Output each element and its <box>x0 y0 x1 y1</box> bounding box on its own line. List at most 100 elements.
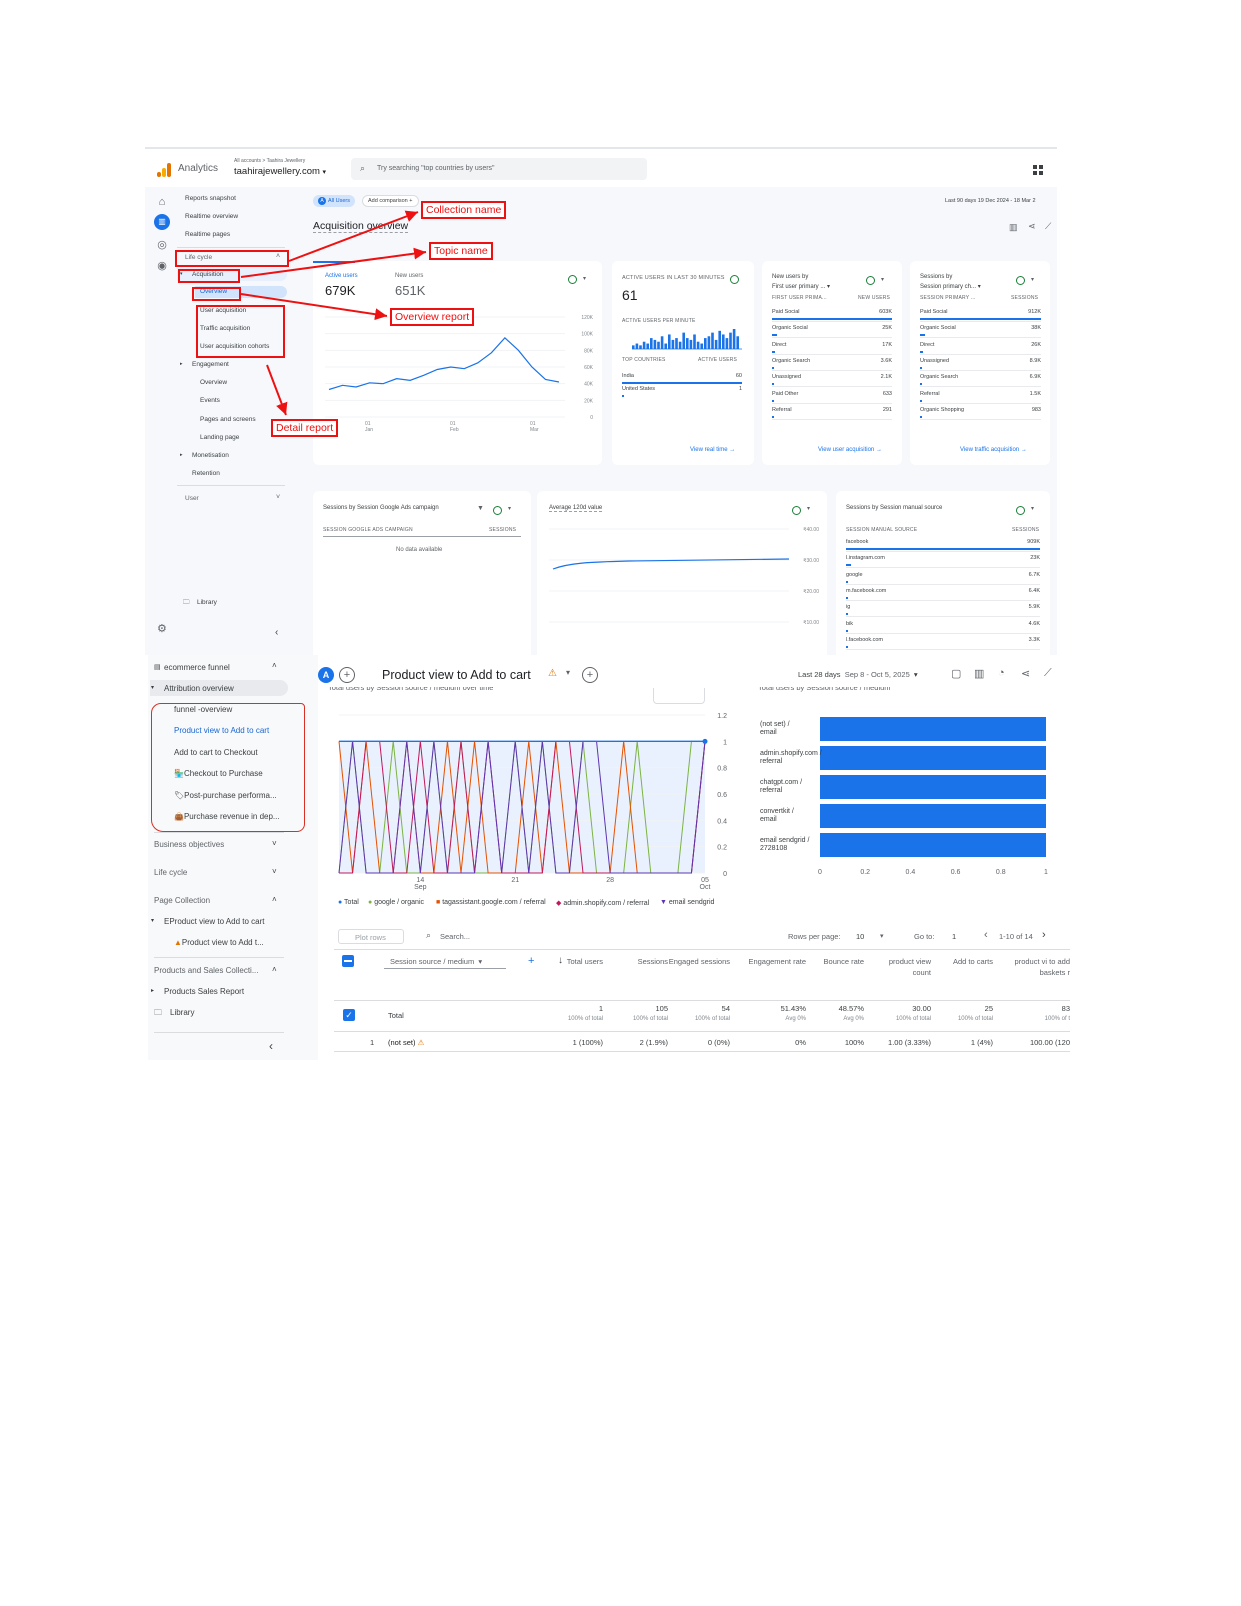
sessions-card-title-2[interactable]: Session primary ch... ▾ <box>920 284 981 290</box>
nav-reports-snapshot[interactable]: Reports snapshot <box>185 195 236 202</box>
add-icon[interactable]: + <box>582 667 598 683</box>
row-dimension-link[interactable]: (not set) ⚠ <box>388 1038 424 1047</box>
reports-icon[interactable]: ▥ <box>154 214 170 230</box>
warning-icon[interactable]: ⚠ <box>548 668 557 679</box>
total-row-checkbox[interactable]: ✓ <box>343 1009 355 1021</box>
legend-item[interactable]: ▼ email sendgrid <box>660 899 714 906</box>
customize-icon[interactable]: ▥ <box>974 668 985 680</box>
nav-traffic-acquisition[interactable]: Traffic acquisition <box>200 325 251 332</box>
next-page-icon[interactable]: › <box>1042 929 1046 941</box>
nav-products-collection[interactable]: Products and Sales Collecti... <box>154 966 259 975</box>
nav-retention[interactable]: Retention <box>192 470 220 477</box>
save-report-icon[interactable]: ▢ <box>951 668 962 680</box>
view-traffic-acquisition-link[interactable]: View traffic acquisition → <box>960 447 1027 453</box>
data-quality-check-icon[interactable] <box>866 276 875 285</box>
ads-card-title[interactable]: Sessions by Session Google Ads campaign <box>323 505 439 511</box>
new-users-card-title-2[interactable]: First user primary ... ▾ <box>772 284 831 290</box>
rows-per-page-select[interactable]: 10 <box>856 932 865 941</box>
date-range-picker[interactable]: Last 28 days Sep 8 - Oct 5, 2025 ▾ <box>798 670 918 679</box>
share-icon[interactable]: ⋖ <box>1021 668 1031 680</box>
chevron-down-icon[interactable]: ˅ <box>272 867 277 876</box>
nav-business-objectives[interactable]: Business objectives <box>154 840 225 849</box>
chevron-up-icon[interactable]: ˄ <box>272 661 277 670</box>
nav-engagement-overview[interactable]: Overview <box>200 379 228 386</box>
nav-acquisition[interactable]: Acquisition <box>192 271 224 278</box>
legend-item[interactable]: ■ tagassistant.google.com / referral <box>436 899 546 906</box>
nav-attribution-overview[interactable]: Attribution overview <box>164 684 234 693</box>
chevron-down-icon[interactable]: ▾ <box>583 276 587 282</box>
nav-attribution-row[interactable] <box>150 680 288 696</box>
chart-type-selector[interactable] <box>653 688 705 704</box>
data-quality-check-icon[interactable] <box>730 275 739 284</box>
funnel-item[interactable]: Product view to Add to cart <box>174 726 270 736</box>
data-quality-check-icon[interactable] <box>493 506 502 515</box>
nav-events[interactable]: Events <box>200 397 220 404</box>
funnel-item[interactable]: 👜Purchase revenue in dep... <box>174 812 280 821</box>
compare-icon[interactable]: ◔ <box>998 667 1005 679</box>
search-input[interactable]: ⌕ Try searching "top countries by users" <box>351 158 647 180</box>
funnel-item[interactable]: funnel -overview <box>174 705 233 714</box>
settings-gear-icon[interactable]: ⚙ <box>157 623 167 635</box>
chevron-down-icon[interactable]: ▾ <box>807 506 811 512</box>
view-user-acquisition-link[interactable]: View user acquisition → <box>818 447 882 453</box>
home-icon[interactable]: ⌂ <box>158 196 166 208</box>
legend-item[interactable]: ● Total <box>338 899 359 906</box>
nav-library[interactable]: Library <box>170 1008 195 1017</box>
column-header[interactable]: product view count <box>888 957 931 977</box>
chevron-down-icon[interactable]: ˅ <box>272 839 277 848</box>
column-header[interactable]: Sessions <box>637 957 668 966</box>
nav-user[interactable]: User <box>185 495 199 502</box>
nav-library[interactable]: Library <box>197 599 217 606</box>
collapse-chevron-icon[interactable]: ‹ <box>269 1039 273 1053</box>
explore-icon[interactable]: ◎ <box>157 239 167 251</box>
chevron-down-icon[interactable]: ▾ <box>880 933 884 940</box>
chevron-down-icon[interactable]: ˅ <box>276 494 281 501</box>
add-comparison-icon[interactable]: + <box>339 667 355 683</box>
nav-acquisition-row[interactable] <box>177 268 287 281</box>
funnel-item[interactable]: 🏪Checkout to Purchase <box>174 769 263 779</box>
column-header[interactable]: product vi to add baskets r <box>1014 957 1070 977</box>
legend-item[interactable]: ◆ admin.shopify.com / referral <box>556 899 649 907</box>
nav-page-subitem[interactable]: ▲Product view to Add t... <box>174 938 264 947</box>
advertising-icon[interactable]: ◉ <box>157 260 167 272</box>
nav-life-cycle[interactable]: Life cycle <box>185 254 213 261</box>
view-realtime-link[interactable]: View real time → <box>690 447 735 453</box>
column-header[interactable]: Total users <box>566 957 603 966</box>
nav-monetisation[interactable]: Monetisation <box>192 452 229 459</box>
comparison-avatar[interactable]: A <box>318 667 334 683</box>
all-users-chip[interactable]: A All Users <box>313 195 356 207</box>
apps-grid-icon[interactable] <box>1033 162 1043 175</box>
chevron-down-icon[interactable]: ▾ <box>881 277 885 283</box>
chevron-up-icon[interactable]: ˄ <box>272 895 277 904</box>
goto-input[interactable]: 1 <box>952 932 957 941</box>
chevron-up-icon[interactable]: ˄ <box>276 253 281 260</box>
nav-pages-and-screens[interactable]: Pages and screens <box>200 416 256 423</box>
nav-realtime-pages[interactable]: Realtime pages <box>185 231 231 238</box>
chevron-down-icon[interactable]: ▾ <box>1031 506 1035 512</box>
sort-arrow-icon[interactable]: ↓ <box>558 955 563 966</box>
collapse-chevron-icon[interactable]: ‹ <box>275 627 279 638</box>
date-range-picker[interactable]: Last 90 days 19 Dec 2024 - 18 Mar 2 <box>945 198 1036 204</box>
add-dimension-icon[interactable]: + <box>528 955 535 967</box>
data-quality-check-icon[interactable] <box>792 506 801 515</box>
column-header[interactable]: Engagement rate <box>748 957 806 966</box>
nav-page-collection[interactable]: Page Collection <box>154 896 211 905</box>
nav-life-cycle[interactable]: Life cycle <box>154 868 188 877</box>
funnel-item[interactable]: 🏷Post-purchase performa... <box>174 790 277 800</box>
new-users-label[interactable]: New users <box>395 273 424 279</box>
nav-user-acquisition-cohorts[interactable]: User acquisition cohorts <box>200 343 270 350</box>
chevron-down-icon[interactable]: ▾ <box>566 668 571 677</box>
data-quality-check-icon[interactable] <box>1016 276 1025 285</box>
column-header[interactable]: Engaged sessions <box>668 957 730 966</box>
plot-rows-button[interactable]: Plot rows <box>338 929 404 944</box>
chevron-down-icon[interactable]: ▾ <box>1031 277 1035 283</box>
dimension-selector[interactable]: Session source / medium ▾ <box>384 953 506 969</box>
column-header[interactable]: Add to carts <box>952 957 993 966</box>
funnel-item[interactable]: Add to cart to Checkout <box>174 747 258 757</box>
data-quality-check-icon[interactable] <box>1016 506 1025 515</box>
filter-icon[interactable]: ▼ <box>477 505 484 512</box>
nav-overview-active[interactable] <box>195 286 287 298</box>
chevron-down-icon[interactable]: ▾ <box>508 506 512 512</box>
add-comparison-button[interactable]: Add comparison + <box>362 195 419 207</box>
nav-overview[interactable]: Overview <box>200 288 228 295</box>
